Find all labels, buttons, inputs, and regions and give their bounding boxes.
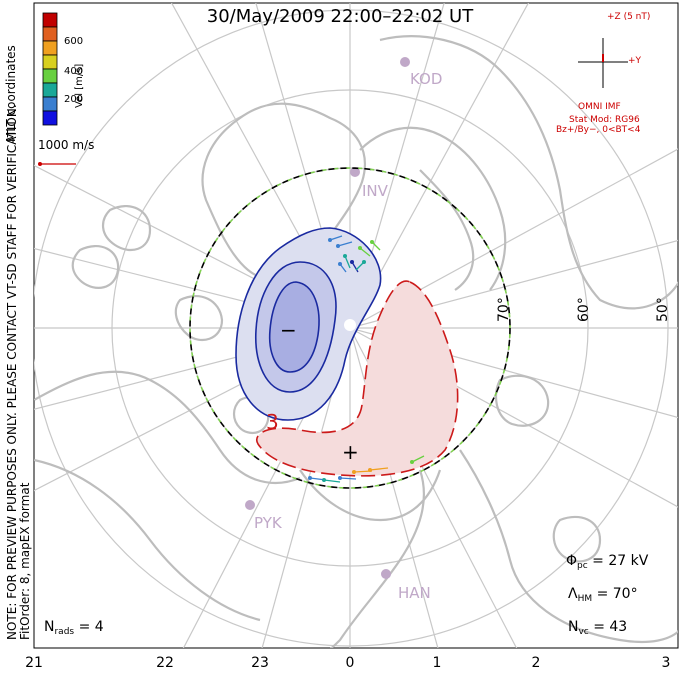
magnetic-pole <box>344 319 356 331</box>
station-label-kod: KOD <box>410 70 443 88</box>
coastlines <box>34 35 678 648</box>
potential-max-marker: + <box>342 440 359 464</box>
radar-count: Nrads = 4 <box>44 619 104 637</box>
colorbar-tick-600: 600 <box>64 36 84 47</box>
imf-model-title: OMNI IMF <box>578 102 621 112</box>
imf-z-label: +Z (5 nT) <box>607 12 651 22</box>
vector-count: Nvc = 43 <box>568 619 628 637</box>
lat-label-50: 50° <box>655 297 671 322</box>
station-label-inv: INV <box>362 182 388 200</box>
colorbar-tick-400: 400 <box>64 66 84 77</box>
colorbar-swatch <box>42 54 58 70</box>
station-markers <box>245 57 410 579</box>
vector-scale-line <box>38 162 76 166</box>
hm-boundary-green <box>189 167 511 489</box>
page-title: 30/May/2009 22:00–22:02 UT <box>206 6 474 27</box>
mlt-label-2: 2 <box>531 655 541 671</box>
colorbar-swatch <box>42 96 58 112</box>
imf-stat-mod: Stat Mod: RG96 <box>569 115 640 125</box>
imf-bz-by: Bz+/By−, 0<BT<4 <box>556 125 641 135</box>
colorbar-swatch <box>42 68 58 84</box>
colorbar-swatch <box>42 26 58 42</box>
contour-label: 3 <box>266 410 279 434</box>
colorbar-swatch <box>42 40 58 56</box>
imf-dial <box>578 38 628 88</box>
potential-min-marker: − <box>280 318 297 342</box>
lat-label-70: 70° <box>496 297 512 322</box>
mlt-label-1: 1 <box>432 655 442 671</box>
fit-order-note: FitOrder: 8, mapEX format <box>18 482 32 640</box>
dusk-convection-cell <box>235 227 382 421</box>
velocity-vectors <box>308 235 425 483</box>
colorbar-tick-200: 200 <box>64 94 84 105</box>
vector-scale-label: 1000 m/s <box>38 138 95 152</box>
hm-latitude: ΛHM = 70° <box>568 586 638 604</box>
station-label-han: HAN <box>398 584 431 602</box>
imf-y-label: +Y <box>628 56 642 66</box>
dawn-convection-cell <box>255 280 459 477</box>
colorbar-swatch <box>42 82 58 98</box>
colorbar-swatch <box>42 110 58 126</box>
lat-label-60: 60° <box>576 297 592 322</box>
station-label-pyk: PYK <box>254 514 282 532</box>
mlt-label-3: 3 <box>661 655 671 671</box>
cross-polar-potential: Φpc = 27 kV <box>566 553 649 571</box>
preview-note: NOTE: FOR PREVIEW PURPOSES ONLY. PLEASE … <box>5 104 19 640</box>
mlt-label-23: 23 <box>251 655 269 671</box>
mlt-label-22: 22 <box>156 655 174 671</box>
plot-frame <box>33 2 679 649</box>
colorbar <box>42 12 58 126</box>
mlt-label-21: 21 <box>25 655 43 671</box>
mlt-label-0: 0 <box>345 655 355 671</box>
